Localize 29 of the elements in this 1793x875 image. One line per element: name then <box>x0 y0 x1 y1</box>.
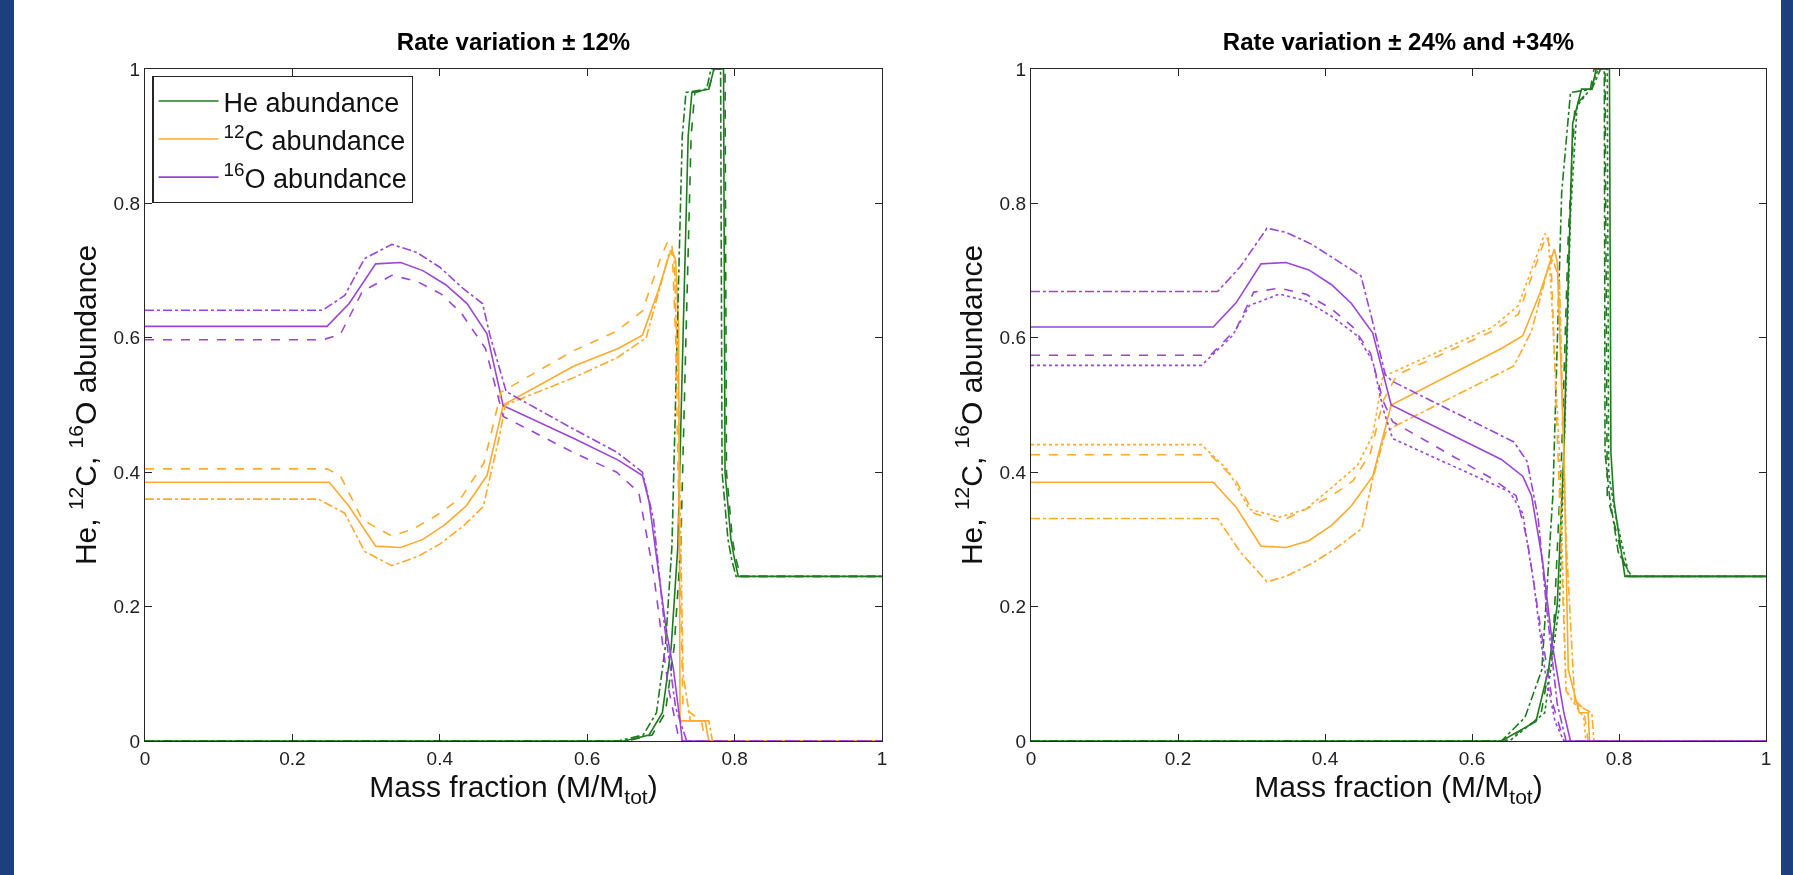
y-tick-label: 0.2 <box>113 596 140 618</box>
y-tick-label: 0.6 <box>113 327 140 349</box>
y-tick-label: 0 <box>129 730 140 752</box>
y-tick-label: 0.4 <box>113 461 141 483</box>
x-tick-label: 0.4 <box>426 748 454 769</box>
x-tick-label: 0.6 <box>1458 748 1486 769</box>
x-tick-label: 1 <box>1760 748 1772 769</box>
x-tick-label: 0.2 <box>279 748 306 769</box>
legend-label: $^{16}$O abundance <box>223 159 407 194</box>
chart-title: Rate variation ± 24% and +34% <box>1222 28 1575 55</box>
y-tick-label: 1 <box>129 58 140 80</box>
legend-label: $^{12}$C abundance <box>223 121 406 156</box>
x-tick-label: 0.2 <box>1164 748 1192 769</box>
y-tick-label: 0 <box>1015 730 1026 752</box>
y-tick-label: 0.2 <box>999 596 1026 618</box>
x-tick-label: 1 <box>876 748 888 769</box>
x-tick-label: 0.8 <box>721 748 748 769</box>
y-tick-label: 0.6 <box>999 327 1026 349</box>
y-tick-label: 1 <box>1015 58 1026 80</box>
y-tick-label: 0.8 <box>999 193 1026 215</box>
x-tick-label: 0.8 <box>1605 748 1633 769</box>
y-tick-label: 0.4 <box>999 461 1027 483</box>
y-tick-label: 0.8 <box>113 193 140 215</box>
x-axis-title: Mass fraction (M/M$_{tot}$) <box>1254 770 1543 808</box>
chart-title: Rate variation ± 12% <box>396 28 631 55</box>
x-tick-label: 0.6 <box>573 748 601 769</box>
x-axis-title: Mass fraction (M/M$_{tot}$) <box>369 770 658 808</box>
legend-label: He abundance <box>223 87 400 118</box>
x-tick-label: 0.4 <box>1311 748 1339 769</box>
